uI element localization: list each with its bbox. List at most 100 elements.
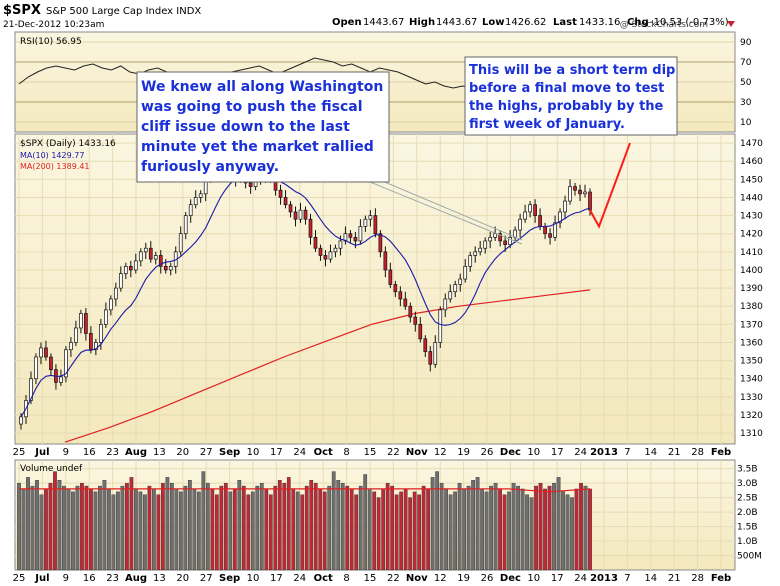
candle-body (368, 215, 373, 220)
price-x-tick-label: 8 (343, 447, 349, 458)
volume-bar (529, 497, 534, 571)
volume-x-tick-label: Dec (500, 573, 521, 584)
candle-body (89, 333, 93, 351)
candle-body (458, 278, 463, 285)
volume-bar (363, 474, 368, 571)
volume-bar (192, 488, 197, 571)
volume-bar (80, 482, 84, 571)
annotation-2-line-3: the highs, probably by the (469, 99, 664, 114)
candle-body (423, 338, 428, 352)
volume-bar (300, 494, 305, 571)
volume-bar (444, 488, 448, 571)
candle-body (153, 255, 158, 260)
rsi-tick-label: 10 (740, 118, 752, 128)
candle-body (128, 265, 133, 271)
price-tick-label: 1380 (740, 302, 763, 312)
volume-bar (39, 494, 44, 571)
annotation-1-line-3: cliff issue down to the last (141, 119, 350, 135)
candle-body (118, 273, 123, 289)
volume-x-tick-label: 16 (83, 573, 96, 584)
annotation-1-line-4: minute yet the market rallied (141, 139, 374, 155)
candle-body (303, 209, 308, 220)
callout-pointer-a (379, 179, 523, 241)
price-x-tick-label: Dec (500, 447, 521, 458)
volume-tick-label: 3.0B (737, 479, 758, 489)
candle-body (109, 298, 113, 311)
price-x-tick-label: 12 (434, 447, 447, 458)
volume-bar (205, 482, 210, 571)
price-x-tick-label: 28 (691, 447, 704, 458)
volume-bar (493, 482, 498, 571)
volume-bar (570, 497, 574, 571)
price-tick-label: 1320 (740, 411, 763, 421)
volume-x-tick-label: 22 (387, 573, 400, 584)
volume-bar (340, 482, 345, 571)
volume-bar (426, 488, 431, 571)
volume-tick-label: 1.5B (737, 523, 758, 533)
annotation-box-1 (136, 71, 390, 183)
candle-body (113, 287, 118, 300)
candle-body (538, 215, 542, 227)
candle-body (533, 204, 537, 216)
candle-body (348, 233, 353, 238)
candle-body (183, 215, 188, 235)
candle-body (39, 347, 43, 358)
candle-body (29, 378, 33, 401)
candle-body (193, 197, 198, 206)
annotation-2-line-2: before a final move to test (469, 81, 664, 96)
volume-x-tick-label: 7 (624, 573, 630, 584)
volume-bar (214, 494, 219, 571)
volume-bar (457, 482, 462, 571)
volume-bar (484, 491, 489, 571)
volume-bar (556, 477, 561, 571)
candle-body (373, 215, 378, 235)
volume-bar (44, 488, 48, 571)
volume-bar (471, 480, 475, 571)
candle-body (418, 324, 423, 340)
candle-body (483, 240, 488, 249)
volume-layer: 3.5B 3.0B 2.5B 2.0B 1.5B 1.0B 500M (15, 460, 762, 571)
watermark: @ StockCharts.com (620, 20, 708, 30)
volume-bar (93, 491, 98, 571)
volume-bar (62, 485, 66, 571)
price-x-tick-label: Nov (406, 447, 428, 458)
volume-x-tick-label: 8 (343, 573, 349, 584)
volume-bar (237, 480, 242, 571)
candle-body (69, 342, 73, 351)
volume-bar (534, 485, 538, 571)
candle-body (313, 236, 318, 249)
candle-body (148, 247, 153, 260)
candle-body (383, 251, 388, 271)
volume-bar (75, 485, 80, 571)
candle-body (378, 233, 383, 253)
volume-bar (498, 488, 502, 571)
volume-x-tick-label: 10 (527, 573, 540, 584)
candle-body (94, 342, 98, 351)
volume-bar (466, 485, 471, 571)
candle-body (443, 298, 448, 311)
price-tick-label: 1400 (740, 266, 763, 276)
candle-body (428, 351, 433, 365)
volume-bar (318, 488, 323, 571)
candle-body (493, 233, 498, 238)
volume-bar (174, 488, 179, 571)
volume-bar (138, 491, 143, 571)
candle-body (563, 200, 567, 213)
volume-bar (71, 491, 75, 571)
rsi-tick-label: 90 (740, 38, 752, 48)
candle-body (283, 197, 288, 206)
candle-body (498, 233, 502, 242)
volume-bar (187, 480, 192, 571)
volume-x-tick-label: Oct (314, 573, 333, 584)
volume-bar (583, 485, 588, 571)
price-x-tick-label: 23 (106, 447, 119, 458)
candle-body (163, 265, 168, 271)
volume-bar (394, 494, 399, 571)
candle-body (19, 416, 23, 425)
volume-bar (480, 488, 484, 571)
price-tick-label: 1420 (740, 230, 763, 240)
volume-bar (282, 482, 287, 571)
volume-bar (552, 482, 556, 571)
rsi-tick-label: 30 (740, 98, 752, 108)
